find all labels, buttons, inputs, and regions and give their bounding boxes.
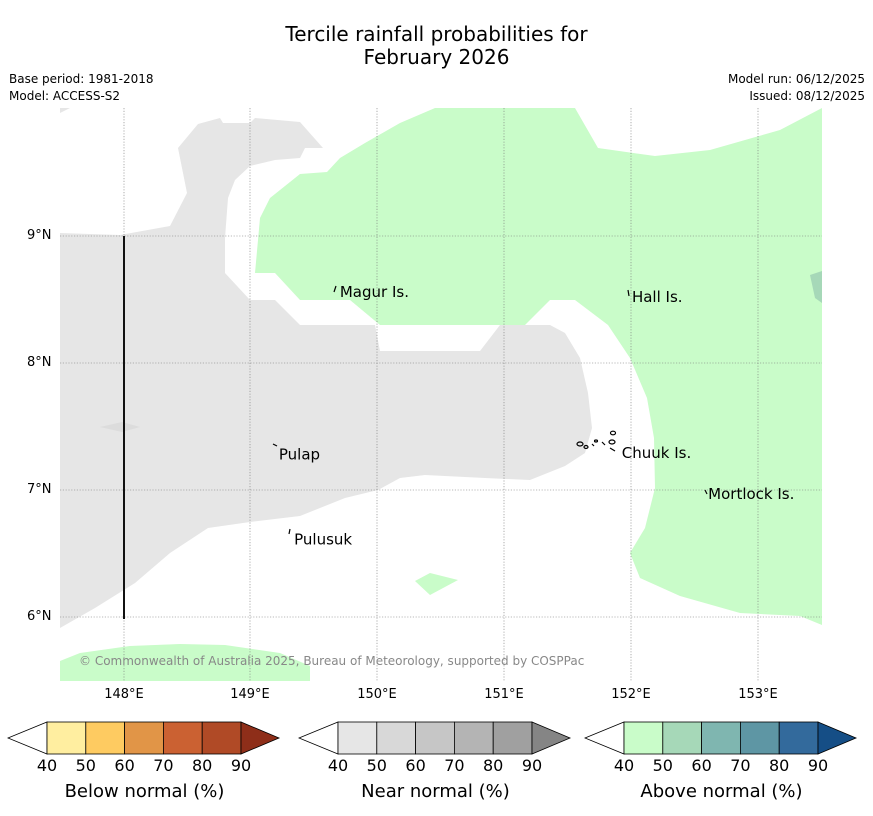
colorbar-min-extension xyxy=(584,721,625,755)
colorbar-segment xyxy=(376,721,417,755)
colorbar-tick-label: 60 xyxy=(114,756,135,775)
colorbar-tick-label: 70 xyxy=(444,756,465,775)
place-label: Chuuk Is. xyxy=(622,444,691,462)
latitude-tick-label: 8°N xyxy=(27,355,52,370)
longitude-tick-label: 153°E xyxy=(738,687,778,702)
model-text: Model: ACCESS-S2 xyxy=(9,89,121,103)
longitude-tick-label: 152°E xyxy=(611,687,651,702)
latitude-tick-label: 7°N xyxy=(27,482,52,497)
colorbar-tick-label: 90 xyxy=(807,756,829,775)
colorbar-tick-label: 80 xyxy=(769,756,790,775)
meta-left: Base period: 1981-2018 Model: ACCESS-S2 xyxy=(9,71,154,105)
above-normal-bottom-patch xyxy=(60,644,310,681)
colorbar-segment xyxy=(201,721,242,755)
near-normal-small-patch xyxy=(100,422,140,432)
colorbar-min-extension xyxy=(7,721,48,755)
longitude-tick-label: 150°E xyxy=(357,687,397,702)
colorbar xyxy=(7,721,281,755)
colorbar-segment xyxy=(778,721,819,755)
longitude-tick-label: 148°E xyxy=(104,687,144,702)
model-run-text: Model run: 06/12/2025 xyxy=(727,72,865,86)
latitude-tick-label: 6°N xyxy=(27,609,52,624)
colorbar-segment xyxy=(415,721,455,755)
above-normal-region xyxy=(255,108,822,625)
colorbar-tick-label: 40 xyxy=(613,756,635,775)
place-label: Pulusuk xyxy=(294,531,352,549)
colorbar-segment xyxy=(162,721,203,755)
colorbar-tick-label: 80 xyxy=(192,756,213,775)
colorbar-segment xyxy=(124,721,164,755)
colorbar-tick-label: 70 xyxy=(153,756,174,775)
colorbar-tick-label: 90 xyxy=(521,756,543,775)
colorbar-segment xyxy=(85,721,126,755)
colorbar-tick-label: 80 xyxy=(483,756,504,775)
longitude-tick-label: 151°E xyxy=(484,687,524,702)
colorbar-tick-label: 60 xyxy=(405,756,426,775)
colorbar-segment xyxy=(337,721,378,755)
longitude-tick-label: 149°E xyxy=(230,687,270,702)
colorbar-tick-label: 50 xyxy=(652,756,673,775)
colorbar-tick-label: 50 xyxy=(366,756,387,775)
colorbar-tick-label: 40 xyxy=(327,756,349,775)
island-outlines xyxy=(272,285,708,535)
near-normal-region xyxy=(60,118,592,628)
colorbar-segment xyxy=(46,721,87,755)
issued-text: Issued: 08/12/2025 xyxy=(749,89,865,103)
rainfall-map: Magur Is. Hall Is. Pulap Chuuk Is. Mortlock … xyxy=(60,108,822,681)
colorbar-segment xyxy=(492,721,533,755)
colorbar xyxy=(584,721,858,755)
colorbar-tick-label: 70 xyxy=(730,756,751,775)
title-line-1: Tercile rainfall probabilities for xyxy=(285,22,588,46)
above-normal-50-patch xyxy=(810,271,822,303)
colorbar xyxy=(298,721,572,755)
place-label: Pulap xyxy=(279,445,320,463)
latitude-tick-label: 9°N xyxy=(27,228,52,243)
colorbar-label: Near normal (%) xyxy=(361,781,510,802)
place-label: Hall Is. xyxy=(632,288,683,306)
copyright-text: © Commonwealth of Australia 2025, Bureau… xyxy=(79,654,584,668)
colorbar-min-extension xyxy=(298,721,339,755)
base-period-text: Base period: 1981-2018 xyxy=(9,72,154,86)
near-normal-tip xyxy=(60,108,70,113)
colorbar-tick-label: 90 xyxy=(230,756,252,775)
gridlines xyxy=(60,108,822,681)
colorbar-label: Below normal (%) xyxy=(64,781,225,802)
colorbar-max-extension xyxy=(817,721,858,755)
colorbar-tick-label: 40 xyxy=(36,756,58,775)
colorbar-label: Above normal (%) xyxy=(640,781,803,802)
above-normal-small-patch xyxy=(415,573,458,595)
place-label: Mortlock Is. xyxy=(708,485,794,503)
map-title: Tercile rainfall probabilities for Febru… xyxy=(0,23,873,69)
colorbar-max-extension xyxy=(531,721,572,755)
meta-right: Model run: 06/12/2025 Issued: 08/12/2025 xyxy=(728,71,865,105)
colorbar-tick-label: 60 xyxy=(691,756,712,775)
colorbar-segment xyxy=(453,721,494,755)
colorbar-tick-label: 50 xyxy=(75,756,96,775)
colorbar-segment xyxy=(701,721,741,755)
title-line-2: February 2026 xyxy=(363,45,510,69)
place-labels: Magur Is. Hall Is. Pulap Chuuk Is. Mortlock … xyxy=(279,283,794,549)
colorbar-segment xyxy=(623,721,664,755)
colorbar-segment xyxy=(739,721,780,755)
place-label: Magur Is. xyxy=(340,283,409,301)
colorbar-segment xyxy=(662,721,703,755)
colorbar-max-extension xyxy=(240,721,281,755)
